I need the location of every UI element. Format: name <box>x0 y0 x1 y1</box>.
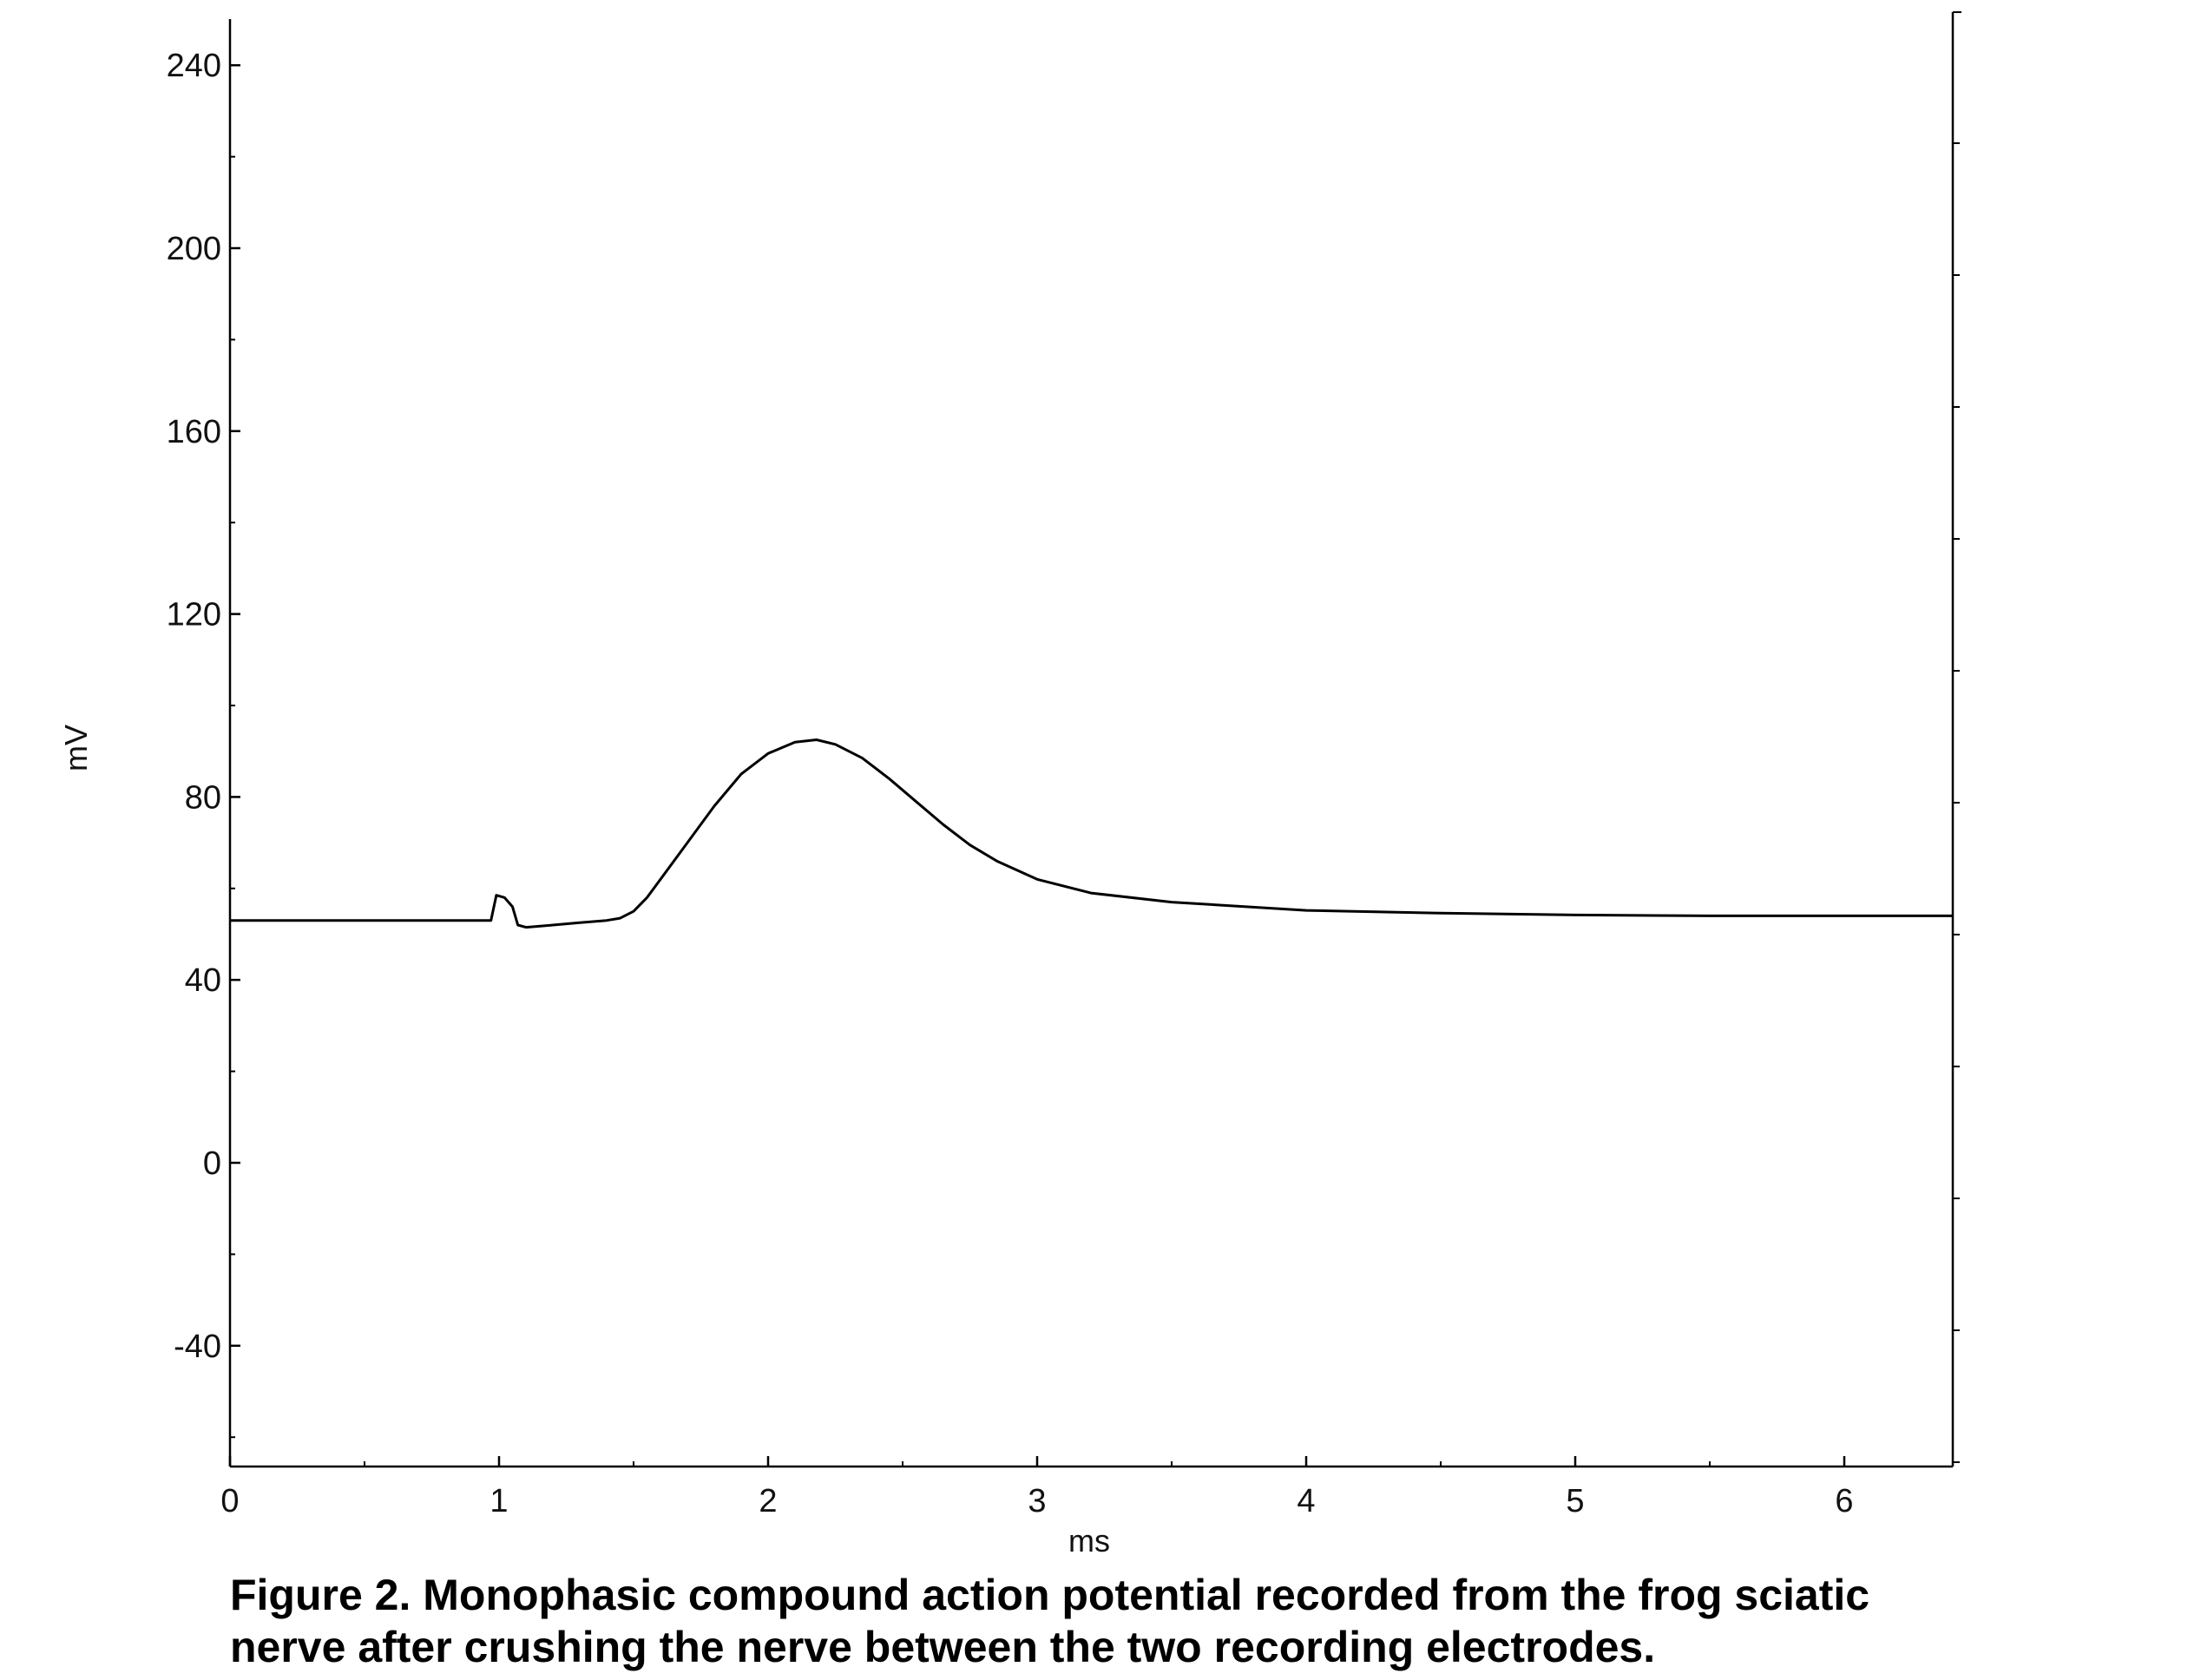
x-tick-label: 0 <box>220 1483 239 1519</box>
y-tick-label: 160 <box>167 414 221 450</box>
y-axis-title: mV <box>58 725 94 771</box>
y-axis: -40 0 40 80 120 160 200 240 <box>167 48 240 1439</box>
figure-caption: Figure 2. Monophasic compound action pot… <box>230 1569 2053 1673</box>
y-tick-label: 0 <box>203 1145 221 1182</box>
x-tick-label: 5 <box>1566 1483 1584 1519</box>
y-tick-label: 240 <box>167 48 221 84</box>
y-tick-label: 200 <box>167 231 221 267</box>
plot-frame <box>228 11 1961 1468</box>
y-tick-label: 120 <box>167 597 221 633</box>
y-tick-label: 80 <box>185 779 221 816</box>
x-tick-label: 4 <box>1297 1483 1315 1519</box>
chart-svg: -40 0 40 80 120 160 200 240 0 1 2 3 4 5 6 mV ms <box>58 11 1961 1559</box>
x-axis: 0 1 2 3 4 5 6 <box>220 1456 1854 1519</box>
y-tick-label: -40 <box>174 1329 221 1365</box>
series-line <box>230 738 1952 929</box>
x-axis-title: ms <box>1068 1523 1110 1559</box>
caption-line-2: nerve after crushing the nerve between t… <box>230 1623 1656 1671</box>
y-tick-label: 40 <box>185 962 221 999</box>
caption-line-1: Figure 2. Monophasic compound action pot… <box>230 1571 1870 1619</box>
chart: -40 0 40 80 120 160 200 240 0 1 2 3 4 5 6 mV ms <box>58 11 1961 1559</box>
x-tick-label: 1 <box>489 1483 508 1519</box>
x-tick-label: 6 <box>1835 1483 1853 1519</box>
x-tick-label: 3 <box>1028 1483 1046 1519</box>
x-tick-label: 2 <box>759 1483 777 1519</box>
series <box>230 738 1952 929</box>
